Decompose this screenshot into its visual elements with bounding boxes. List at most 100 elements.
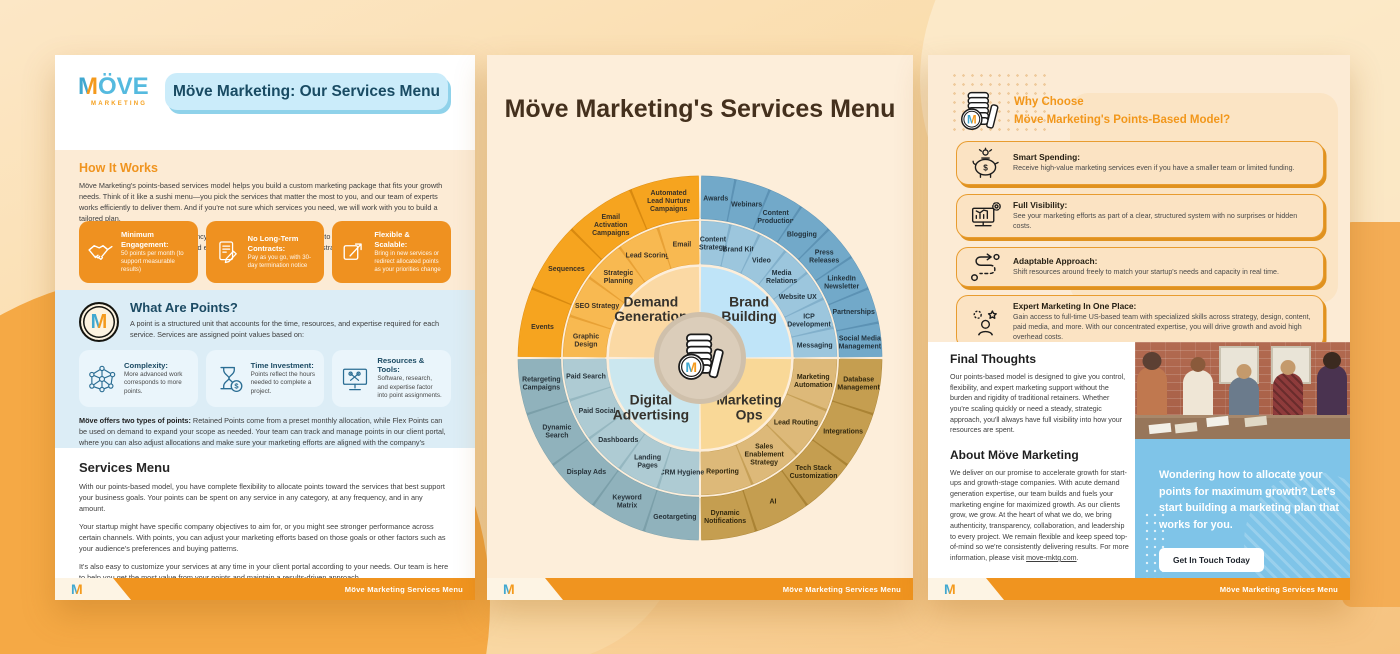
wheel-segment-label: Content Strategy bbox=[699, 237, 727, 252]
coins-stack-icon: M bbox=[961, 91, 999, 130]
wheel-segment-label: Email Activation Campaigns bbox=[592, 214, 630, 237]
page-3-why-choose: M Why Choose Möve Marketing's Points-Bas… bbox=[928, 55, 1350, 600]
get-in-touch-button[interactable]: Get In Touch Today bbox=[1159, 547, 1264, 572]
contract-icon bbox=[218, 240, 237, 263]
background-shape bbox=[1342, 222, 1400, 607]
wheel-segment-label: CRM Hygiene bbox=[660, 469, 705, 476]
wheel-segment bbox=[700, 221, 729, 266]
feature-card-text: Pay as you go, with 30-day termination n… bbox=[247, 253, 312, 269]
feature-card-title: No Long-Term Contracts: bbox=[247, 234, 299, 253]
wheel-segment-label: Dashboards bbox=[598, 437, 638, 444]
page-1-header: MÖVE MARKETING Möve Marketing: Our Servi… bbox=[55, 55, 475, 150]
coins-stack-icon: M bbox=[678, 333, 724, 380]
svg-text:$: $ bbox=[983, 163, 988, 172]
footer-logo-block: M bbox=[928, 578, 1004, 600]
wheel-segment bbox=[594, 471, 657, 531]
page-footer: M Möve Marketing Services Menu bbox=[55, 578, 475, 600]
wheel-segment-label: Press Releases bbox=[809, 250, 839, 265]
services-menu-paragraph: Your startup might have specific company… bbox=[79, 521, 446, 553]
points-card-text: Software, research, and expertise factor… bbox=[377, 375, 442, 400]
wheel-segment bbox=[741, 235, 784, 284]
wheel-segment bbox=[778, 207, 828, 259]
wheel-segment bbox=[645, 491, 700, 540]
wheel-segment bbox=[829, 289, 878, 331]
points-card-time-investment: $ Time Investment: Points reflect the ho… bbox=[205, 350, 325, 407]
benefit-title: Expert Marketing In One Place: bbox=[1013, 301, 1137, 312]
wheel-segment-label: Email bbox=[673, 241, 692, 248]
wheel-segment bbox=[518, 358, 567, 413]
wheel-segment-label: Webinars bbox=[731, 202, 762, 209]
photo-table bbox=[1135, 415, 1350, 439]
wheel-segment bbox=[767, 394, 826, 454]
wheel-segment-label: Landing Pages bbox=[634, 454, 661, 469]
wheel-segment-label: Reporting bbox=[706, 469, 739, 476]
wheel-segment-label: Dynamic Notifications bbox=[704, 510, 746, 525]
wheel-segment-label: Sales Enablement Strategy bbox=[744, 443, 784, 466]
benefit-card-adaptable-approach: Adaptable Approach: Shift resources arou… bbox=[956, 247, 1324, 287]
how-it-works-section: How It Works Möve Marketing's points-bas… bbox=[55, 150, 475, 290]
wheel-segment bbox=[754, 190, 800, 242]
footer-m-logo: M bbox=[503, 581, 515, 597]
footer-label: Möve Marketing Services Menu bbox=[1219, 584, 1338, 594]
services-wheel-svg: Graphic Design SEO Strategy Strategic Planni… bbox=[517, 175, 883, 541]
wheel-segment-label: Paid Search bbox=[566, 373, 606, 380]
monitor-tools-icon bbox=[343, 368, 368, 390]
wheel-segment bbox=[590, 248, 644, 302]
wheel-segment-label: Tech Stack Customization bbox=[790, 465, 838, 480]
wheel-segment-label: Sequences bbox=[548, 266, 585, 273]
wheel-segment bbox=[572, 190, 646, 259]
wheel-segment-label: Awards bbox=[703, 196, 728, 203]
logo-word-ove: ÖVE bbox=[98, 73, 149, 100]
wheel-segment-label: Media Relations bbox=[766, 270, 797, 285]
what-are-points-heading: What Are Points? bbox=[130, 300, 238, 315]
wheel-segment bbox=[532, 230, 601, 304]
wheel-segment-label: Automated Lead Nurture Campaigns bbox=[647, 190, 690, 213]
services-menu-section: Services Menu With our points-based mode… bbox=[55, 448, 475, 582]
wheel-segment bbox=[836, 323, 882, 358]
feature-card-flexible-scalable: Flexible & Scalable: Bring in new servic… bbox=[332, 221, 452, 283]
points-card-text: Points reflect the hours needed to compl… bbox=[250, 370, 316, 395]
about-text: We deliver on our promise to accelerate … bbox=[950, 468, 1129, 562]
what-are-points-section: M What Are Points? A point is a structur… bbox=[55, 290, 475, 458]
why-choose-line2: Möve Marketing's Points-Based Model? bbox=[1014, 114, 1231, 126]
page-title: Möve Marketing: Our Services Menu bbox=[165, 73, 448, 110]
two-types-lead: Möve offers two types of points: bbox=[79, 416, 191, 425]
feature-card-no-contracts: No Long-Term Contracts: Pay as you go, w… bbox=[205, 221, 325, 283]
wheel-segment-label: Messaging bbox=[797, 343, 833, 350]
wheel-segment-label: Geotargeting bbox=[653, 514, 696, 521]
wheel-segment-label: Content Production bbox=[757, 210, 794, 225]
points-card-title: Complexity: bbox=[124, 360, 168, 370]
benefit-title: Adaptable Approach: bbox=[1013, 256, 1098, 267]
how-it-works-paragraph: Möve Marketing's points-based services m… bbox=[79, 181, 443, 223]
benefit-title: Full Visibility: bbox=[1013, 200, 1068, 211]
wheel-segment bbox=[570, 387, 623, 437]
photo-papers bbox=[1148, 422, 1172, 435]
points-card-text: More advanced work corresponds to more p… bbox=[124, 370, 183, 395]
wheel-segment-label: Strategic Planning bbox=[604, 270, 634, 285]
wheel-segment bbox=[621, 228, 671, 281]
about-paragraph: We deliver on our promise to accelerate … bbox=[950, 468, 1130, 564]
points-card-title: Time Investment: bbox=[250, 360, 314, 370]
final-thoughts-heading: Final Thoughts bbox=[950, 352, 1036, 366]
footer-m-logo: M bbox=[71, 581, 83, 597]
wheel-segment-label: Retargeting Campaigns bbox=[522, 377, 561, 392]
why-choose-line1: Why Choose bbox=[1014, 96, 1084, 109]
footer-m-logo: M bbox=[944, 581, 956, 597]
services-wheel-diagram: Graphic Design SEO Strategy Strategic Planni… bbox=[509, 167, 891, 549]
logo-letter-m: M bbox=[78, 73, 98, 100]
wheel-segment bbox=[700, 491, 755, 540]
wheel-segment bbox=[700, 445, 751, 495]
benefit-card-full-visibility: Full Visibility: See your marketing effo… bbox=[956, 194, 1324, 238]
wheel-quadrant-label: Digital Advertising bbox=[613, 392, 689, 423]
why-choose-heading: Why Choose Möve Marketing's Points-Based… bbox=[1014, 94, 1230, 130]
wheel-quadrant-label: Demand Generation bbox=[614, 293, 687, 324]
wheel-segment bbox=[727, 180, 769, 229]
wheel-segment-label: Events bbox=[531, 324, 554, 331]
wheel-segment-label: ICP Development bbox=[787, 313, 831, 328]
wheel-segment bbox=[816, 258, 868, 304]
website-link[interactable]: move-mktg.com bbox=[1026, 553, 1077, 562]
page-footer: M Möve Marketing Services Menu bbox=[487, 578, 913, 600]
wheel-segment-label: Lead Routing bbox=[774, 420, 818, 427]
benefit-text: See your marketing efforts as part of a … bbox=[1013, 212, 1298, 230]
services-menu-paragraph: With our points-based model, you have co… bbox=[79, 482, 445, 513]
